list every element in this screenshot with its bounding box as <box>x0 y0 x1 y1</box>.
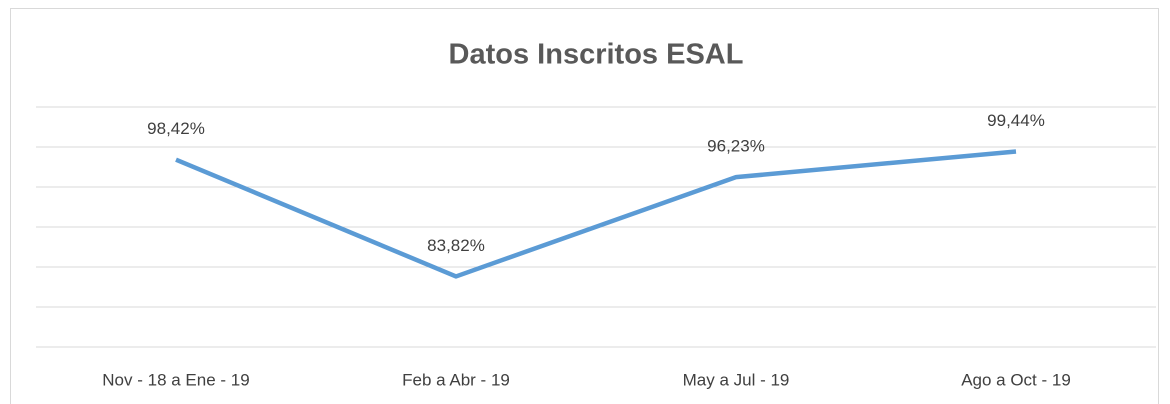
chart-border <box>10 8 1159 404</box>
data-label: 99,44% <box>987 111 1045 130</box>
chart-title: Datos Inscritos ESAL <box>449 39 744 71</box>
line-series <box>175 149 1017 279</box>
data-label: 98,42% <box>147 119 205 138</box>
x-tick-label: May a Jul - 19 <box>683 370 790 389</box>
data-label: 83,82% <box>427 236 485 255</box>
x-tick-label: Nov - 18 a Ene - 19 <box>102 370 249 389</box>
data-label: 96,23% <box>707 137 765 156</box>
x-tick-label: Feb a Abr - 19 <box>402 370 510 389</box>
x-tick-label: Ago a Oct - 19 <box>961 370 1071 389</box>
